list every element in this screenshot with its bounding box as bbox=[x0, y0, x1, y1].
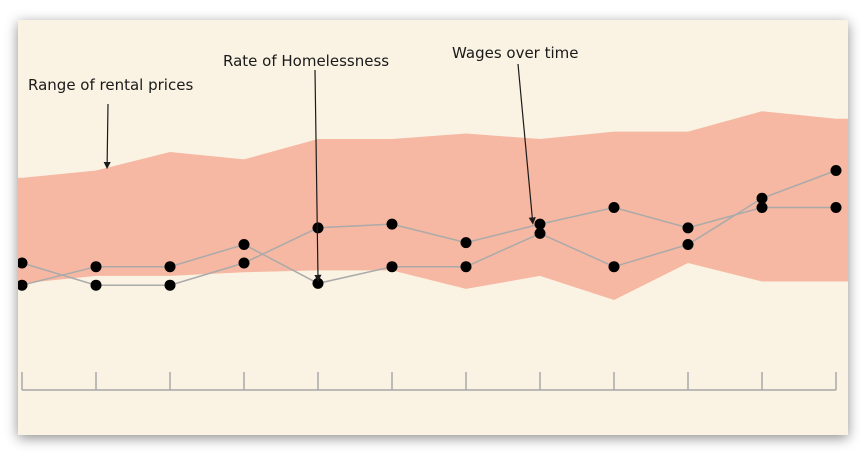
series-2-point bbox=[608, 261, 620, 273]
series-1-point bbox=[18, 257, 28, 269]
series-1-point bbox=[312, 222, 324, 234]
line-band-chart: Range of rental prices Rate of Homelessn… bbox=[18, 44, 848, 391]
series-1-point bbox=[682, 222, 694, 234]
band-layer bbox=[18, 111, 848, 300]
series-2-point bbox=[386, 261, 398, 273]
series-1-point bbox=[830, 202, 842, 213]
series-2-point bbox=[756, 192, 768, 204]
annotation-label-wages: Wages over time bbox=[452, 44, 579, 62]
annotation-arrow bbox=[314, 69, 322, 282]
series-2-point bbox=[238, 239, 250, 250]
series-2-point bbox=[460, 261, 472, 273]
series-line-1 bbox=[21, 206, 836, 286]
series-1-point bbox=[534, 218, 546, 230]
series-1-point bbox=[90, 279, 102, 291]
annotation-label-rental: Range of rental prices bbox=[28, 76, 193, 94]
series-1-point bbox=[756, 202, 768, 213]
series-2-point bbox=[534, 227, 546, 239]
series-2-point bbox=[18, 279, 28, 291]
series-line-2 bbox=[21, 169, 837, 286]
series-1-point bbox=[164, 279, 176, 291]
series-lines bbox=[21, 169, 837, 286]
annotation-arrow bbox=[517, 63, 536, 225]
series-2-point bbox=[164, 261, 176, 273]
series-1-point bbox=[238, 257, 250, 269]
annotation-arrow bbox=[103, 103, 111, 170]
series-2-point bbox=[830, 165, 842, 176]
rental-price-band bbox=[18, 111, 848, 300]
annotations: Range of rental prices Rate of Homelessn… bbox=[28, 44, 579, 282]
series-2-point bbox=[90, 261, 102, 273]
x-axis bbox=[21, 372, 837, 391]
annotation-label-homelessness: Rate of Homelessness bbox=[223, 52, 389, 70]
series-1-point bbox=[608, 202, 620, 213]
chart-card: Range of rental prices Rate of Homelessn… bbox=[18, 20, 848, 435]
series-2-point bbox=[312, 277, 324, 289]
series-1-point bbox=[386, 218, 398, 230]
series-2-point bbox=[682, 239, 694, 250]
series-points bbox=[18, 165, 842, 291]
series-1-point bbox=[460, 237, 472, 249]
